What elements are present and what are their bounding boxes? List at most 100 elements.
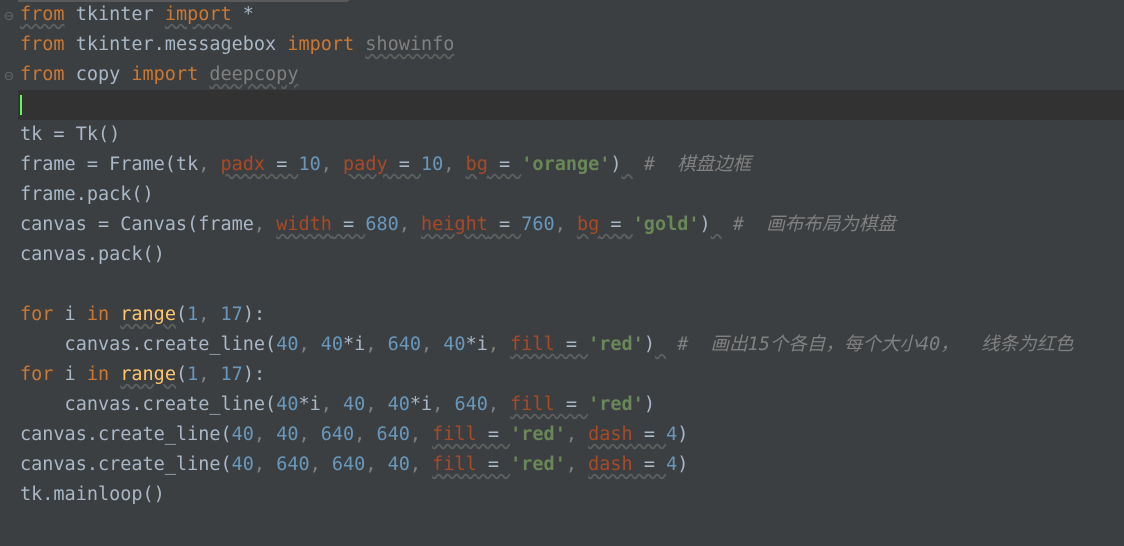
gutter-marker[interactable] xyxy=(0,30,18,60)
token-id: , xyxy=(443,154,465,175)
code-line[interactable]: frame.pack() xyxy=(18,180,1124,210)
token-num: 40 xyxy=(388,454,410,475)
token-id: , xyxy=(254,454,276,475)
token-pl: ): xyxy=(243,364,265,385)
token-pl: canvas.create_line( xyxy=(20,334,276,355)
token-id: , xyxy=(488,394,510,415)
token-num: 40 xyxy=(276,334,298,355)
code-line[interactable] xyxy=(18,270,1124,300)
token-id: , xyxy=(354,424,376,445)
token-paru: height xyxy=(421,214,488,235)
code-line[interactable]: canvas.create_line(40, 40, 640, 640, fil… xyxy=(18,420,1124,450)
code-line[interactable]: canvas.create_line(40*i, 40, 40*i, 640, … xyxy=(18,390,1124,420)
code-line[interactable]: canvas = Canvas(frame, width = 680, heig… xyxy=(18,210,1124,240)
token-kw: from xyxy=(20,64,65,85)
token-paru: fill xyxy=(510,334,555,355)
gutter-marker[interactable] xyxy=(0,240,18,270)
token-num: 40 xyxy=(343,394,365,415)
gutter-marker[interactable] xyxy=(0,150,18,180)
token-w: = xyxy=(488,154,521,175)
gutter-marker[interactable]: ⊖ xyxy=(0,60,18,90)
code-line[interactable]: for i in range(1, 17): xyxy=(18,360,1124,390)
gutter-marker[interactable] xyxy=(0,210,18,240)
code-line[interactable]: tk = Tk() xyxy=(18,120,1124,150)
token-num: 640 xyxy=(454,394,487,415)
token-num: 40 xyxy=(232,424,254,445)
gutter-marker[interactable] xyxy=(0,390,18,420)
code-line[interactable]: canvas.create_line(40, 640, 640, 40, fil… xyxy=(18,450,1124,480)
token-pl: tk = Tk() xyxy=(20,124,120,145)
gutter-marker[interactable] xyxy=(0,510,18,540)
token-pl: ) xyxy=(610,154,621,175)
token-paru: pady xyxy=(343,154,388,175)
gutter-marker[interactable] xyxy=(0,270,18,300)
code-line[interactable]: from tkinter import * xyxy=(18,0,1124,30)
token-w: = xyxy=(388,154,421,175)
token-w: = xyxy=(599,214,632,235)
token-num: 680 xyxy=(365,214,398,235)
code-line[interactable]: for i in range(1, 17): xyxy=(18,300,1124,330)
token-id: , xyxy=(365,334,387,355)
token-pl: ) xyxy=(644,394,655,415)
token-w xyxy=(622,154,633,175)
code-line[interactable] xyxy=(18,90,1124,120)
token-pl xyxy=(109,304,120,325)
token-pl xyxy=(198,64,209,85)
gutter-marker[interactable] xyxy=(0,330,18,360)
gutter-marker[interactable]: ⊖ xyxy=(0,0,18,30)
token-id: , xyxy=(321,154,343,175)
gutter-marker[interactable] xyxy=(0,90,18,120)
token-idw: deepcopy xyxy=(209,64,298,85)
gutter-marker[interactable] xyxy=(0,480,18,510)
token-num: 10 xyxy=(298,154,320,175)
token-pl: *i xyxy=(410,394,432,415)
code-line[interactable]: canvas.create_line(40, 40*i, 640, 40*i, … xyxy=(18,330,1124,360)
token-num: 640 xyxy=(332,454,365,475)
token-id: , xyxy=(198,364,220,385)
token-id: , xyxy=(410,424,432,445)
token-id: , xyxy=(310,454,332,475)
token-pl: ( xyxy=(176,364,187,385)
token-pl: *i xyxy=(298,394,320,415)
gutter-marker[interactable] xyxy=(0,360,18,390)
code-line[interactable]: from copy import deepcopy xyxy=(18,60,1124,90)
gutter-marker[interactable] xyxy=(0,300,18,330)
token-num: 1 xyxy=(187,304,198,325)
token-pl: frame.pack() xyxy=(20,184,154,205)
token-kw: for xyxy=(20,364,53,385)
token-w: = xyxy=(477,424,510,445)
code-line[interactable]: from tkinter.messagebox import showinfo xyxy=(18,30,1124,60)
code-line[interactable]: tk.mainloop() xyxy=(18,480,1124,510)
token-cm: # 画布布局为棋盘 xyxy=(722,214,896,235)
gutter-marker[interactable] xyxy=(0,180,18,210)
token-num: 640 xyxy=(376,424,409,445)
token-num: 40 xyxy=(443,334,465,355)
code-editor[interactable]: from tkinter import *from tkinter.messag… xyxy=(18,0,1124,510)
token-pl: canvas = Canvas(frame xyxy=(20,214,254,235)
token-id: , xyxy=(298,424,320,445)
token-pl: canvas.create_line( xyxy=(20,394,276,415)
token-w: = xyxy=(265,154,298,175)
token-id: , xyxy=(365,394,387,415)
token-pl: frame = Frame(tk xyxy=(20,154,198,175)
token-w: = xyxy=(633,454,666,475)
token-num: 40 xyxy=(388,394,410,415)
code-line[interactable]: canvas.pack() xyxy=(18,240,1124,270)
gutter-marker[interactable] xyxy=(0,420,18,450)
code-line[interactable]: frame = Frame(tk, padx = 10, pady = 10, … xyxy=(18,150,1124,180)
token-cm: # 棋盘边框 xyxy=(633,154,752,175)
token-kws: import xyxy=(165,4,232,25)
token-w: = xyxy=(555,394,588,415)
gutter-marker[interactable] xyxy=(0,450,18,480)
token-pl: ) xyxy=(700,214,711,235)
token-id: , xyxy=(566,454,588,475)
token-kw: for xyxy=(20,304,53,325)
editor-gutter: ⊖⊖ xyxy=(0,0,18,546)
gutter-marker[interactable] xyxy=(0,120,18,150)
token-paru: dash xyxy=(588,454,633,475)
token-w: = xyxy=(555,334,588,355)
token-paru: bg xyxy=(466,154,488,175)
token-id: , xyxy=(254,424,276,445)
token-id: , xyxy=(488,334,510,355)
token-id: , xyxy=(566,424,588,445)
